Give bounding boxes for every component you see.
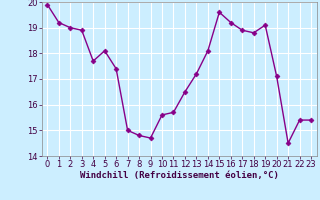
X-axis label: Windchill (Refroidissement éolien,°C): Windchill (Refroidissement éolien,°C) xyxy=(80,171,279,180)
